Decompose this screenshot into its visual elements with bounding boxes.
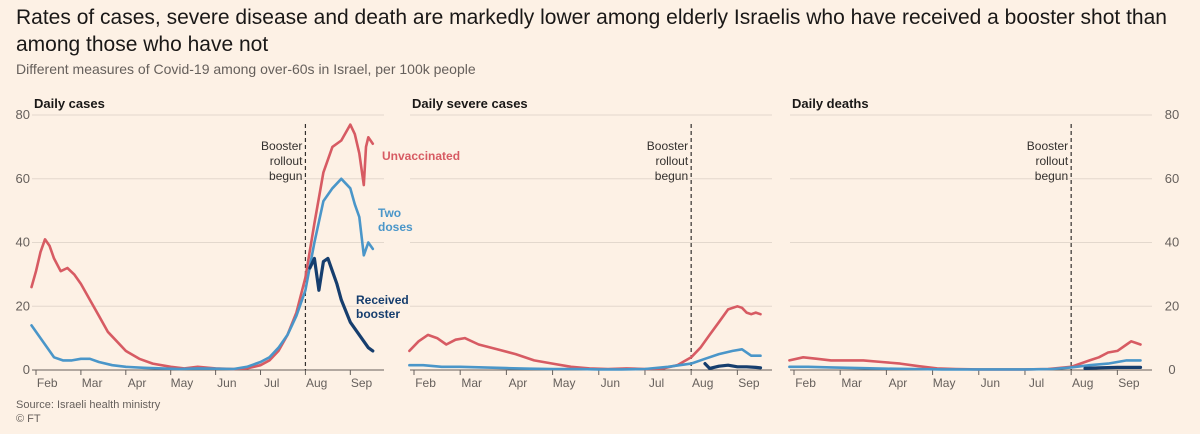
booster-annotation: Booster xyxy=(1027,139,1068,153)
chart-subtitle: Different measures of Covid-19 among ove… xyxy=(16,61,476,77)
booster-annotation: begun xyxy=(1035,169,1068,183)
series-line-two_doses xyxy=(30,177,375,371)
series-line-unvaccinated xyxy=(30,123,375,371)
source-text: Source: Israeli health ministry xyxy=(16,399,161,411)
x-tick-label: Mar xyxy=(841,376,862,390)
booster-annotation: rollout xyxy=(270,154,303,168)
x-tick-label: Apr xyxy=(509,376,528,390)
x-tick-label: Sep xyxy=(738,376,760,390)
credit-text: © FT xyxy=(16,413,41,425)
series-label-booster: Received xyxy=(356,293,409,307)
x-tick-label: Mar xyxy=(82,376,103,390)
series-line-two_doses xyxy=(788,359,1142,371)
x-tick-label: Aug xyxy=(306,376,327,390)
x-tick-label: Jun xyxy=(981,376,1000,390)
x-tick-label: Feb xyxy=(415,376,436,390)
chart-panel-2: Daily severe cases Feb Mar Apr May Jun Jul Aug S… xyxy=(408,96,772,390)
y-tick-label: 60 xyxy=(16,171,30,186)
series-line-booster xyxy=(703,362,763,370)
x-tick-label: May xyxy=(171,376,194,390)
panel-title: Daily cases xyxy=(34,96,105,111)
series-label-booster: booster xyxy=(356,307,400,321)
x-tick-label: Jul xyxy=(1029,376,1044,390)
series-label-two_doses: doses xyxy=(378,220,413,234)
x-tick-label: Jul xyxy=(649,376,664,390)
y-tick-label: 60 xyxy=(1165,171,1179,186)
x-tick-label: Apr xyxy=(889,376,908,390)
x-tick-label: Aug xyxy=(1072,376,1093,390)
x-tick-label: Jun xyxy=(601,376,620,390)
booster-annotation: begun xyxy=(269,169,302,183)
booster-annotation: begun xyxy=(655,169,688,183)
y-tick-label: 40 xyxy=(1165,235,1179,250)
booster-annotation: rollout xyxy=(655,154,688,168)
y-tick-label: 0 xyxy=(23,362,30,377)
booster-annotation: Booster xyxy=(261,139,302,153)
chart-title: Rates of cases, severe disease and death… xyxy=(16,6,1167,56)
x-tick-label: Aug xyxy=(692,376,713,390)
x-tick-label: Jul xyxy=(264,376,279,390)
y-tick-label: 80 xyxy=(1165,107,1179,122)
series-line-unvaccinated xyxy=(408,305,762,371)
x-tick-label: Feb xyxy=(37,376,58,390)
y-tick-label: 20 xyxy=(1165,298,1179,313)
x-tick-label: Sep xyxy=(1118,376,1140,390)
x-tick-label: Mar xyxy=(461,376,482,390)
source-note: Source: Israeli health ministry © FT xyxy=(16,398,160,426)
y-tick-label: 40 xyxy=(16,235,30,250)
panel-title: Daily severe cases xyxy=(412,96,528,111)
x-tick-label: Sep xyxy=(351,376,373,390)
series-line-booster xyxy=(308,256,375,353)
booster-annotation: Booster xyxy=(647,139,688,153)
x-tick-label: May xyxy=(553,376,576,390)
booster-annotation: rollout xyxy=(1035,154,1068,168)
series-label-two_doses: Two xyxy=(378,206,401,220)
series-line-booster xyxy=(1083,365,1143,370)
series-label-unvaccinated: Unvaccinated xyxy=(382,149,460,163)
y-tick-label: 80 xyxy=(16,107,30,122)
series-line-two_doses xyxy=(408,348,762,371)
panel-title: Daily deaths xyxy=(792,96,869,111)
x-tick-label: Jun xyxy=(217,376,236,390)
y-tick-label: 0 xyxy=(1168,362,1175,377)
x-tick-label: Apr xyxy=(128,376,147,390)
x-tick-label: May xyxy=(933,376,956,390)
chart-panel-1: Daily cases 0 20 40 60 80 Feb Mar Apr May Jun Jul Au… xyxy=(16,96,461,390)
x-tick-label: Feb xyxy=(795,376,816,390)
chart-panel-3: Daily deaths 0 20 40 60 80 Feb Mar Apr May Jun Jul A… xyxy=(788,96,1179,390)
y-tick-label: 20 xyxy=(16,298,30,313)
